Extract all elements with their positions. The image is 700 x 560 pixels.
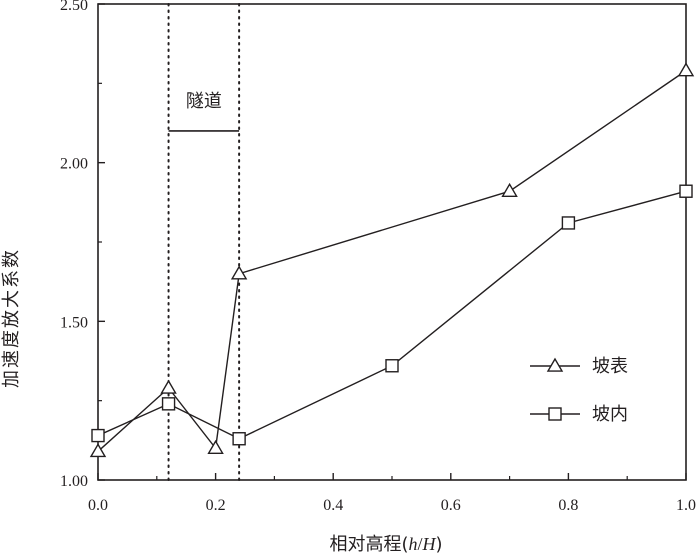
triangle-marker (207, 439, 224, 455)
y-tick-label: 1.00 (60, 473, 88, 490)
triangle-marker (89, 443, 107, 458)
x-axis-label: 相对高程(h/H) (329, 534, 442, 555)
square-marker (561, 216, 576, 230)
triangle-marker (546, 357, 564, 372)
series-layer (89, 62, 695, 458)
y-tick-label: 2.50 (60, 0, 88, 14)
series-line-slope-interior (97, 190, 687, 440)
y-axis-label: 加速度放大系数 (1, 248, 22, 388)
axis-layer: 0.0 0.2 0.4 0.6 0.8 1.0 1.00 1.50 2.00 2.50 (60, 0, 696, 514)
square-marker (385, 359, 399, 373)
y-tick-label: 1.50 (60, 314, 88, 331)
triangle-marker (230, 265, 248, 280)
square-marker (679, 184, 693, 198)
square-marker (91, 428, 105, 443)
x-tick-label: 0.6 (441, 497, 461, 514)
square-marker (548, 407, 562, 421)
x-tick-label: 0.8 (558, 497, 578, 514)
triangle-marker (160, 379, 177, 394)
tunnel-label: 隧道 (186, 91, 222, 112)
square-marker (232, 432, 246, 446)
square-marker (161, 397, 176, 411)
x-tick-label: 1.0 (676, 497, 696, 514)
x-tick-label: 0.4 (323, 497, 343, 514)
triangle-marker (677, 62, 695, 77)
x-tick-label: 0.2 (206, 497, 226, 514)
x-tick-label: 0.0 (88, 497, 108, 514)
series-line-slope-surface (97, 70, 687, 452)
triangle-marker (501, 182, 518, 197)
legend-label: 坡表 (592, 356, 628, 377)
legend-label: 坡内 (592, 404, 628, 425)
y-tick-label: 2.00 (60, 156, 88, 173)
